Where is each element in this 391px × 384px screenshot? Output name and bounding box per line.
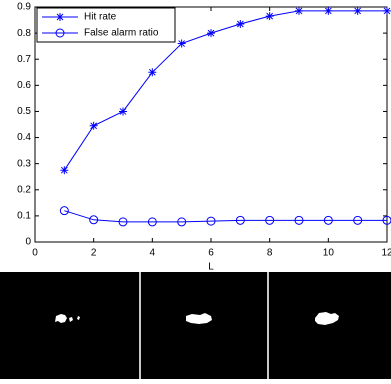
y-tick-label: 0.1 (17, 211, 31, 222)
x-tick-label: 2 (91, 248, 97, 259)
y-tick-label: 0.9 (17, 2, 31, 13)
x-axis-label: L (208, 262, 214, 273)
x-tick-label: 10 (323, 248, 335, 259)
x-tick-label: 6 (208, 248, 214, 259)
x-tick-label: 12 (381, 248, 391, 259)
y-tick-label: 0 (25, 237, 31, 248)
data-point (324, 7, 332, 15)
data-point (354, 7, 362, 15)
data-point (178, 40, 186, 48)
data-point (295, 7, 303, 15)
x-tick-label: 4 (150, 248, 156, 259)
data-point (236, 20, 244, 28)
data-point (90, 122, 98, 130)
y-tick-label: 0.3 (17, 158, 31, 169)
legend-marker (56, 13, 64, 21)
image-panel (141, 272, 267, 379)
data-point (119, 107, 127, 115)
data-point (207, 29, 215, 37)
data-point (266, 12, 274, 20)
data-point (60, 166, 68, 174)
image-panel (269, 272, 391, 379)
legend-label: False alarm ratio (84, 28, 159, 39)
image-strip (0, 272, 391, 379)
legend-label: Hit rate (84, 12, 117, 23)
chart: L 0 0.1 0.2 0.3 0.4 0.5 0.6 0.7 0.8 0.9 0 2 4 6 8 10 12 H… (0, 0, 391, 379)
y-tick-label: 0.8 (17, 28, 31, 39)
x-tick-label: 8 (267, 248, 273, 259)
legend: Hit rate False alarm ratio (37, 8, 175, 42)
y-tick-label: 0.4 (17, 132, 31, 143)
data-point (383, 7, 391, 15)
y-tick-label: 0.5 (17, 106, 31, 117)
y-tick-label: 0.6 (17, 80, 31, 91)
x-tick-label: 0 (32, 248, 38, 259)
image-panel (0, 272, 139, 379)
data-point (148, 68, 156, 76)
y-tick-label: 0.7 (17, 54, 31, 65)
y-tick-label: 0.2 (17, 184, 31, 195)
